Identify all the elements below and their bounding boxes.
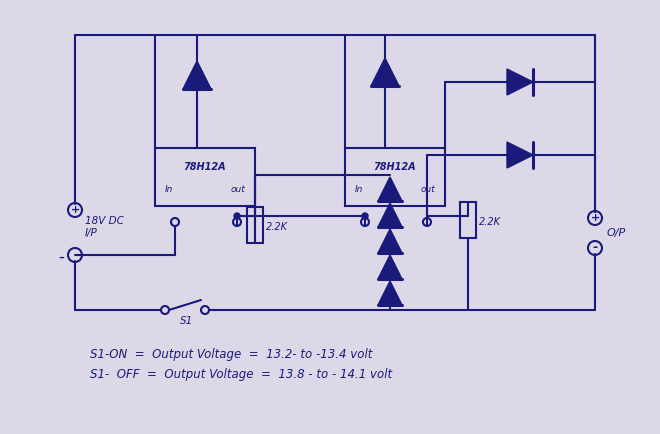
Polygon shape <box>378 229 402 253</box>
Text: 78H12A: 78H12A <box>183 161 226 171</box>
Text: 78H12A: 78H12A <box>374 161 416 171</box>
Bar <box>345 148 445 206</box>
Polygon shape <box>183 61 211 89</box>
Polygon shape <box>378 203 402 227</box>
Text: In: In <box>355 185 364 194</box>
Circle shape <box>234 213 240 219</box>
Text: S1-  OFF  =  Output Voltage  =  13.8 - to - 14.1 volt: S1- OFF = Output Voltage = 13.8 - to - 1… <box>90 368 392 381</box>
Polygon shape <box>371 58 399 86</box>
Text: +: + <box>71 205 80 215</box>
Polygon shape <box>378 281 402 305</box>
Text: S1: S1 <box>180 316 193 326</box>
Text: O/P: O/P <box>607 228 626 238</box>
Text: In: In <box>165 185 174 194</box>
Text: -: - <box>593 241 597 254</box>
Bar <box>460 202 476 238</box>
Text: +: + <box>591 213 600 223</box>
Text: S1-ON  =  Output Voltage  =  13.2- to -13.4 volt: S1-ON = Output Voltage = 13.2- to -13.4 … <box>90 348 372 361</box>
Polygon shape <box>507 142 533 168</box>
Text: 2.2K: 2.2K <box>266 222 288 232</box>
Polygon shape <box>378 255 402 279</box>
Text: out: out <box>230 185 245 194</box>
Bar <box>155 148 255 206</box>
Text: -: - <box>58 248 64 266</box>
Text: out: out <box>420 185 435 194</box>
Polygon shape <box>507 69 533 95</box>
Text: 18V DC: 18V DC <box>85 216 124 226</box>
Text: I/P: I/P <box>85 228 98 238</box>
Bar <box>247 207 263 243</box>
Text: 2.2K: 2.2K <box>479 217 501 227</box>
Circle shape <box>362 213 368 219</box>
Polygon shape <box>378 177 402 201</box>
